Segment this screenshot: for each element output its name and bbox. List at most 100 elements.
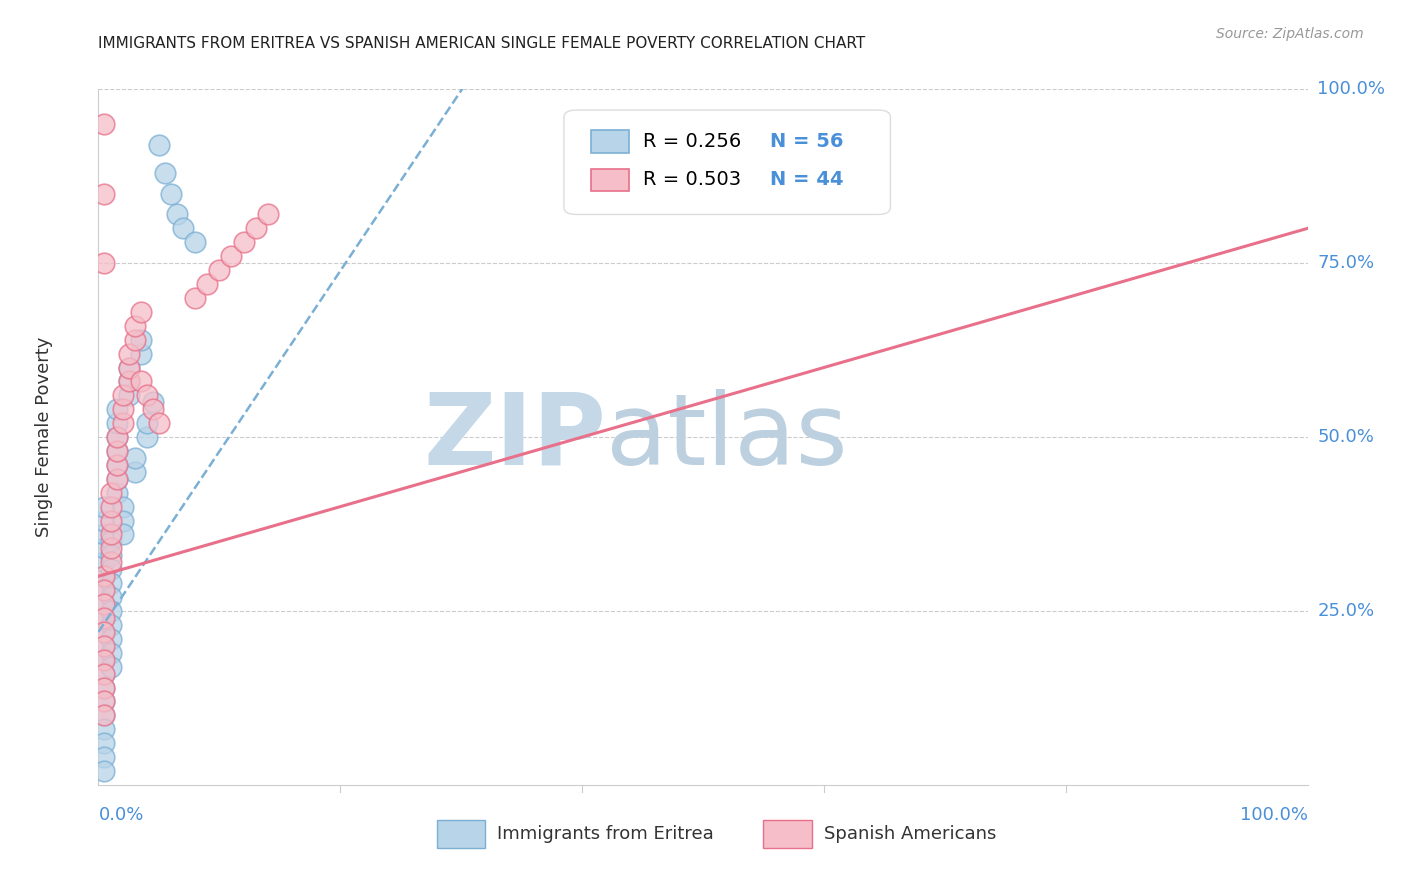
Point	[195, 277, 218, 291]
Point	[153, 166, 176, 180]
Point	[111, 527, 134, 541]
Point	[118, 346, 141, 360]
Point	[100, 646, 122, 660]
Point	[93, 666, 115, 681]
Point	[93, 583, 115, 598]
Point	[93, 750, 115, 764]
Text: atlas: atlas	[606, 389, 848, 485]
Point	[93, 624, 115, 639]
Point	[100, 576, 122, 591]
Text: R = 0.503: R = 0.503	[643, 170, 759, 189]
Point	[105, 430, 128, 444]
Text: 25.0%: 25.0%	[1317, 602, 1375, 620]
Point	[100, 541, 122, 556]
Point	[93, 597, 115, 611]
Text: IMMIGRANTS FROM ERITREA VS SPANISH AMERICAN SINGLE FEMALE POVERTY CORRELATION CH: IMMIGRANTS FROM ERITREA VS SPANISH AMERI…	[98, 36, 866, 51]
Point	[232, 235, 254, 250]
Point	[100, 618, 122, 632]
Point	[208, 263, 231, 277]
Point	[105, 458, 128, 472]
Point	[184, 291, 207, 305]
Point	[93, 597, 115, 611]
Point	[93, 694, 115, 708]
Point	[124, 465, 146, 479]
Point	[111, 514, 134, 528]
Text: ZIP: ZIP	[423, 389, 606, 485]
Point	[118, 388, 141, 402]
Point	[93, 569, 115, 583]
Point	[111, 416, 134, 430]
Point	[93, 708, 115, 723]
Text: Source: ZipAtlas.com: Source: ZipAtlas.com	[1216, 27, 1364, 41]
Point	[100, 590, 122, 604]
Point	[100, 562, 122, 576]
Point	[118, 360, 141, 375]
Point	[100, 527, 122, 541]
Point	[93, 764, 115, 778]
Point	[100, 534, 122, 549]
Point	[124, 318, 146, 333]
Point	[105, 485, 128, 500]
Point	[166, 207, 188, 221]
Point	[111, 402, 134, 417]
Point	[93, 666, 115, 681]
Text: Single Female Poverty: Single Female Poverty	[35, 337, 53, 537]
Point	[124, 333, 146, 347]
Point	[111, 388, 134, 402]
Point	[105, 472, 128, 486]
Point	[100, 549, 122, 563]
Text: N = 44: N = 44	[769, 170, 844, 189]
Point	[105, 444, 128, 458]
Point	[93, 681, 115, 695]
Bar	[763, 820, 811, 847]
Point	[105, 430, 128, 444]
Point	[111, 500, 134, 514]
Point	[129, 305, 152, 319]
Point	[93, 639, 115, 653]
FancyBboxPatch shape	[564, 110, 890, 214]
Point	[93, 639, 115, 653]
Point	[142, 402, 165, 417]
Point	[93, 736, 115, 750]
Point	[100, 555, 122, 569]
Point	[129, 333, 152, 347]
Point	[124, 450, 146, 465]
Point	[148, 137, 170, 152]
Text: Spanish Americans: Spanish Americans	[824, 825, 997, 843]
Point	[93, 569, 115, 583]
Point	[184, 235, 207, 250]
Text: 0.0%: 0.0%	[98, 805, 143, 824]
Point	[148, 416, 170, 430]
Point	[105, 444, 128, 458]
Point	[100, 632, 122, 646]
Text: 100.0%: 100.0%	[1317, 80, 1385, 98]
Point	[93, 624, 115, 639]
Point	[105, 472, 128, 486]
Text: R = 0.256: R = 0.256	[643, 132, 759, 151]
Point	[93, 583, 115, 598]
Point	[93, 541, 115, 556]
Point	[93, 514, 115, 528]
Point	[100, 514, 122, 528]
Point	[93, 694, 115, 708]
Text: 50.0%: 50.0%	[1317, 428, 1374, 446]
Point	[93, 681, 115, 695]
Text: Immigrants from Eritrea: Immigrants from Eritrea	[498, 825, 714, 843]
Point	[105, 458, 128, 472]
Point	[93, 500, 115, 514]
Point	[221, 249, 243, 263]
Bar	[591, 169, 630, 191]
Text: 100.0%: 100.0%	[1240, 805, 1308, 824]
Point	[118, 375, 141, 389]
Point	[100, 659, 122, 673]
Point	[118, 375, 141, 389]
Text: N = 56: N = 56	[769, 132, 844, 151]
Point	[142, 395, 165, 409]
Point	[100, 485, 122, 500]
Point	[135, 430, 157, 444]
Point	[93, 117, 115, 131]
Point	[100, 500, 122, 514]
Point	[93, 611, 115, 625]
Point	[160, 186, 183, 201]
Point	[93, 653, 115, 667]
